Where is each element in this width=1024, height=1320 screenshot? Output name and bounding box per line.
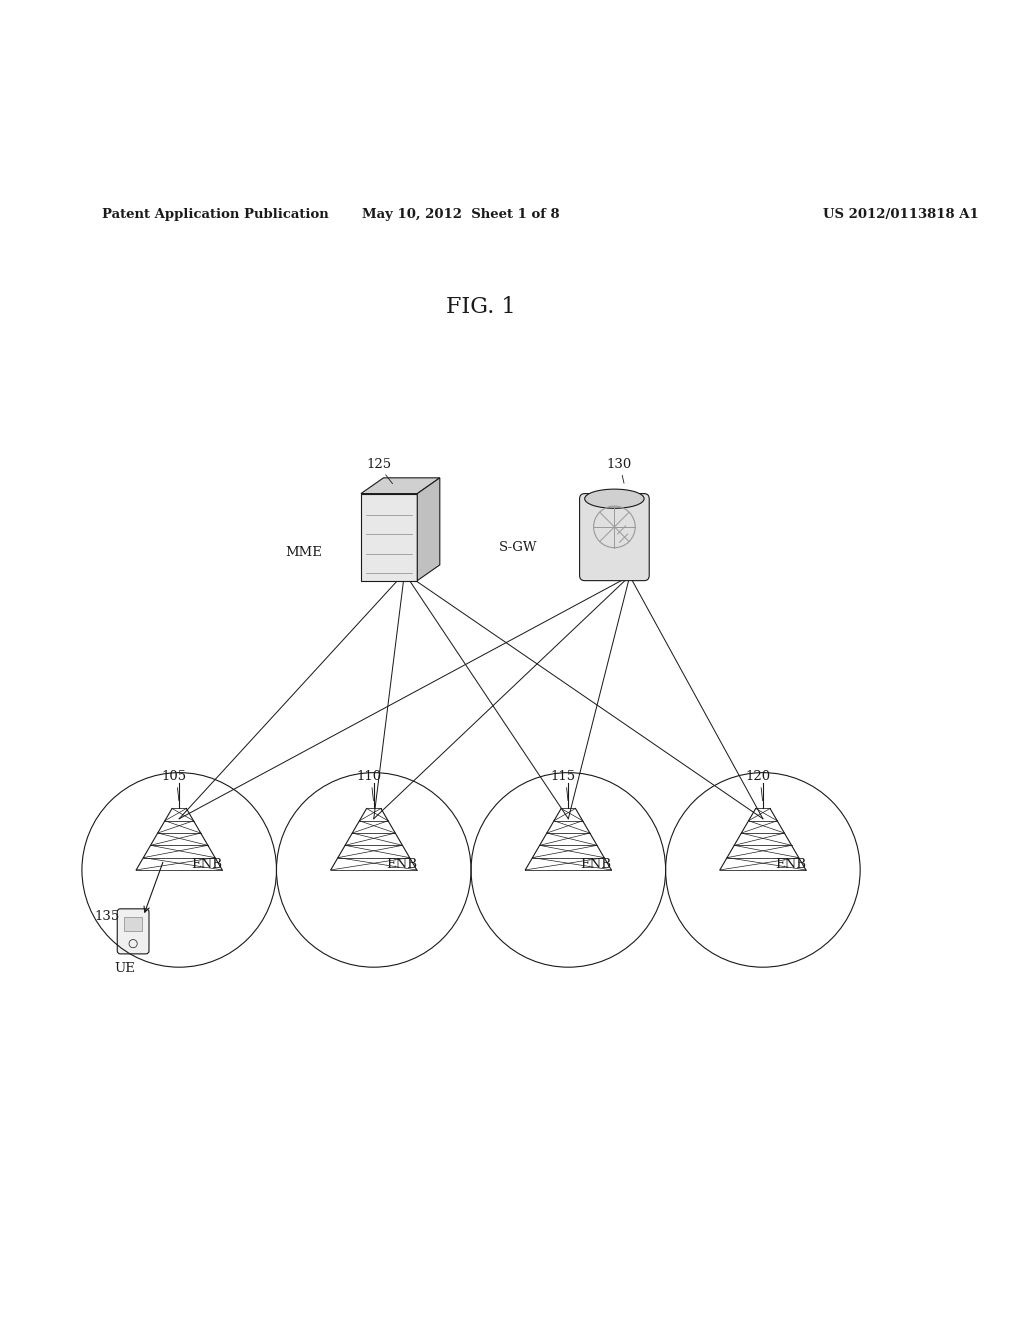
Text: May 10, 2012  Sheet 1 of 8: May 10, 2012 Sheet 1 of 8: [362, 209, 559, 220]
Text: 110: 110: [356, 770, 381, 783]
Text: Patent Application Publication: Patent Application Publication: [102, 209, 329, 220]
Ellipse shape: [585, 490, 644, 508]
Polygon shape: [418, 478, 440, 581]
FancyBboxPatch shape: [360, 494, 418, 581]
Text: US 2012/0113818 A1: US 2012/0113818 A1: [823, 209, 979, 220]
Text: 115: 115: [551, 770, 575, 783]
Text: UE: UE: [115, 962, 135, 975]
Polygon shape: [360, 478, 440, 494]
Text: ENB: ENB: [191, 858, 222, 871]
Text: ENB: ENB: [775, 858, 806, 871]
Text: FIG. 1: FIG. 1: [446, 296, 516, 318]
Text: 130: 130: [607, 458, 632, 470]
Text: ENB: ENB: [386, 858, 417, 871]
FancyBboxPatch shape: [117, 909, 150, 954]
FancyBboxPatch shape: [125, 917, 141, 932]
Text: 105: 105: [162, 770, 186, 783]
Text: ENB: ENB: [581, 858, 611, 871]
Text: 135: 135: [95, 909, 120, 923]
Text: MME: MME: [286, 546, 323, 558]
Text: 120: 120: [745, 770, 770, 783]
FancyBboxPatch shape: [580, 494, 649, 581]
Text: S-GW: S-GW: [499, 541, 538, 554]
Text: 125: 125: [367, 458, 391, 470]
